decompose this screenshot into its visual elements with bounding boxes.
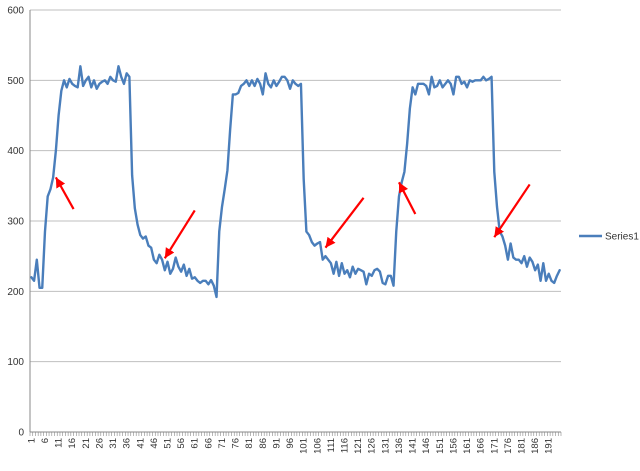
axes (29, 10, 562, 436)
legend: Series1 (579, 232, 639, 243)
red-arrow-annotation (324, 197, 365, 249)
x-tick-label: 26 (94, 438, 105, 449)
red-arrow-annotation (54, 176, 75, 210)
x-tick-labels: 1 6 11 16 21 26 31 36 41 46 51 56 61 66 71 76 81 86 91 96 10… (26, 438, 554, 454)
y-tick-label: 0 (18, 428, 24, 439)
x-tick-label: 41 (135, 438, 146, 449)
y-tick-label: 400 (7, 146, 24, 157)
x-tick-label: 6 (40, 438, 51, 443)
x-tick-label: 51 (163, 438, 174, 449)
x-tick-label: 91 (271, 438, 282, 449)
x-tick-label: 61 (190, 438, 201, 449)
x-tick-label: 11 (54, 438, 65, 448)
x-tick-label: 171 (489, 438, 500, 454)
x-tick-label: 1 (26, 438, 37, 443)
x-tick-label: 21 (81, 438, 92, 449)
annotation-arrows (54, 176, 531, 259)
x-tick-label: 111 (326, 438, 337, 452)
x-tick-label: 36 (122, 438, 133, 449)
y-tick-labels: 0 100 200 300 400 500 600 (7, 6, 24, 439)
x-tick-label: 76 (231, 438, 242, 449)
x-tick-label: 181 (517, 438, 528, 454)
x-tick-label: 151 (435, 438, 446, 454)
x-tick-label: 186 (530, 438, 541, 454)
x-tick-label: 16 (67, 438, 78, 449)
x-tick-label: 141 (408, 438, 419, 454)
y-tick-label: 600 (7, 6, 24, 17)
x-tick-label: 106 (312, 438, 323, 454)
red-arrow-annotation (163, 209, 196, 259)
x-tick-label: 146 (421, 438, 432, 454)
x-tick-label: 66 (203, 438, 214, 449)
x-tick-label: 116 (340, 438, 351, 453)
x-tick-label: 81 (244, 438, 255, 449)
x-tick-label: 86 (258, 438, 269, 449)
x-tick-label: 101 (299, 438, 310, 454)
x-tick-label: 156 (448, 438, 459, 454)
red-arrow-annotation (397, 181, 417, 215)
x-tick-label: 166 (476, 438, 487, 454)
y-tick-label: 100 (7, 357, 24, 368)
x-tick-label: 71 (217, 438, 228, 449)
legend-label-series1: Series1 (605, 232, 639, 243)
y-tick-label: 200 (7, 287, 24, 298)
x-tick-label: 121 (353, 438, 364, 454)
red-arrow-annotation (493, 183, 531, 238)
x-tick-label: 131 (380, 438, 391, 454)
x-tick-label: 46 (149, 438, 160, 449)
x-tick-label: 126 (367, 438, 378, 454)
x-tick-label: 161 (462, 438, 473, 454)
x-tick-label: 56 (176, 438, 187, 449)
y-gridlines (30, 9, 561, 363)
x-tick-label: 191 (544, 438, 555, 454)
y-tick-label: 500 (7, 76, 24, 87)
x-tick-label: 176 (503, 438, 514, 454)
x-tick-label: 96 (285, 438, 296, 449)
x-tick-label: 31 (108, 438, 119, 449)
x-tick-label: 136 (394, 438, 405, 454)
series-line-series1 (30, 65, 561, 299)
y-tick-label: 300 (7, 217, 24, 228)
